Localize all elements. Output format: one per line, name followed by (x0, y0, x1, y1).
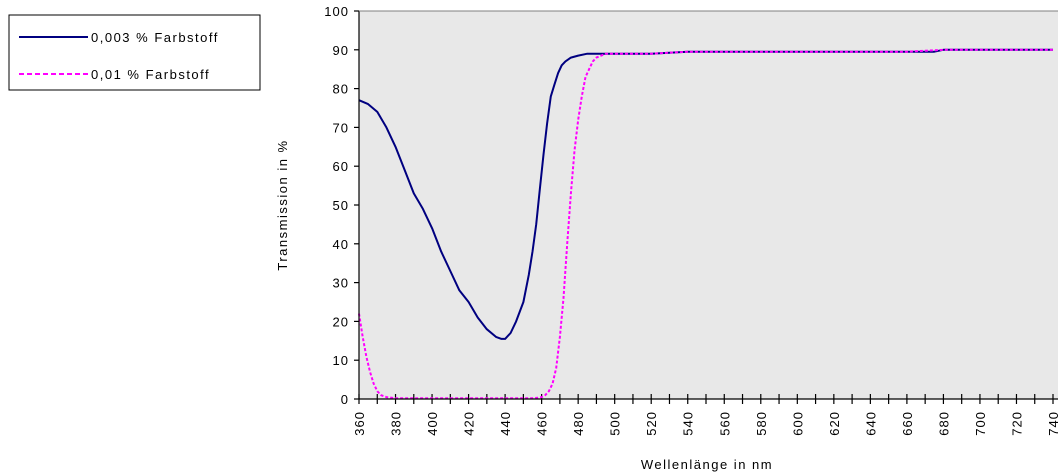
y-axis-title: Transmission in % (275, 139, 290, 270)
x-tick-label: 720 (1009, 411, 1024, 436)
y-tick-label: 90 (333, 43, 349, 58)
y-tick-label: 70 (333, 120, 349, 135)
x-tick-label: 360 (352, 411, 367, 436)
x-tick-label: 680 (936, 411, 951, 436)
y-tick-label: 100 (324, 4, 349, 19)
y-tick-label: 60 (333, 159, 349, 174)
legend-box (8, 14, 261, 91)
y-tick-label: 10 (333, 353, 349, 368)
y-tick-label: 50 (333, 198, 349, 213)
x-tick-label: 660 (900, 411, 915, 436)
x-tick-label: 600 (790, 411, 805, 436)
y-tick-label: 30 (333, 276, 349, 291)
y-axis-ticks: 0 10 20 30 40 50 60 70 80 90 100 (324, 4, 359, 407)
x-axis-ticks: 360 380 400 420 440 460 480 500 520 540 560 580 600 6… (352, 394, 1058, 436)
x-axis-title: Wellenlänge in nm (641, 457, 773, 472)
legend-label-series-1: 0,003 % Farbstoff (91, 30, 219, 45)
series-line-2 (358, 48, 1053, 400)
x-tick-label: 400 (425, 411, 440, 436)
x-tick-label: 500 (608, 411, 623, 436)
x-tick-label: 560 (717, 411, 732, 436)
legend: 0,003 % Farbstoff 0,01 % Farbstoff (8, 14, 261, 91)
series-layer (358, 48, 1053, 400)
y-tick-label: 20 (333, 314, 349, 329)
x-tick-label: 460 (535, 411, 550, 436)
y-tick-label: 80 (333, 82, 349, 97)
x-tick-label: 700 (973, 411, 988, 436)
legend-label-series-2: 0,01 % Farbstoff (91, 67, 210, 82)
x-tick-label: 540 (681, 411, 696, 436)
x-tick-label: 580 (754, 411, 769, 436)
y-tick-label: 0 (341, 392, 349, 407)
plot-area (359, 11, 1058, 399)
x-tick-label: 620 (827, 411, 842, 436)
x-tick-label: 440 (498, 411, 513, 436)
x-tick-label: 420 (462, 411, 477, 436)
x-tick-label: 740 (1046, 411, 1058, 436)
y-tick-label: 40 (333, 237, 349, 252)
x-tick-label: 380 (389, 411, 404, 436)
x-tick-label: 480 (571, 411, 586, 436)
x-tick-label: 640 (863, 411, 878, 436)
x-tick-label: 520 (644, 411, 659, 436)
